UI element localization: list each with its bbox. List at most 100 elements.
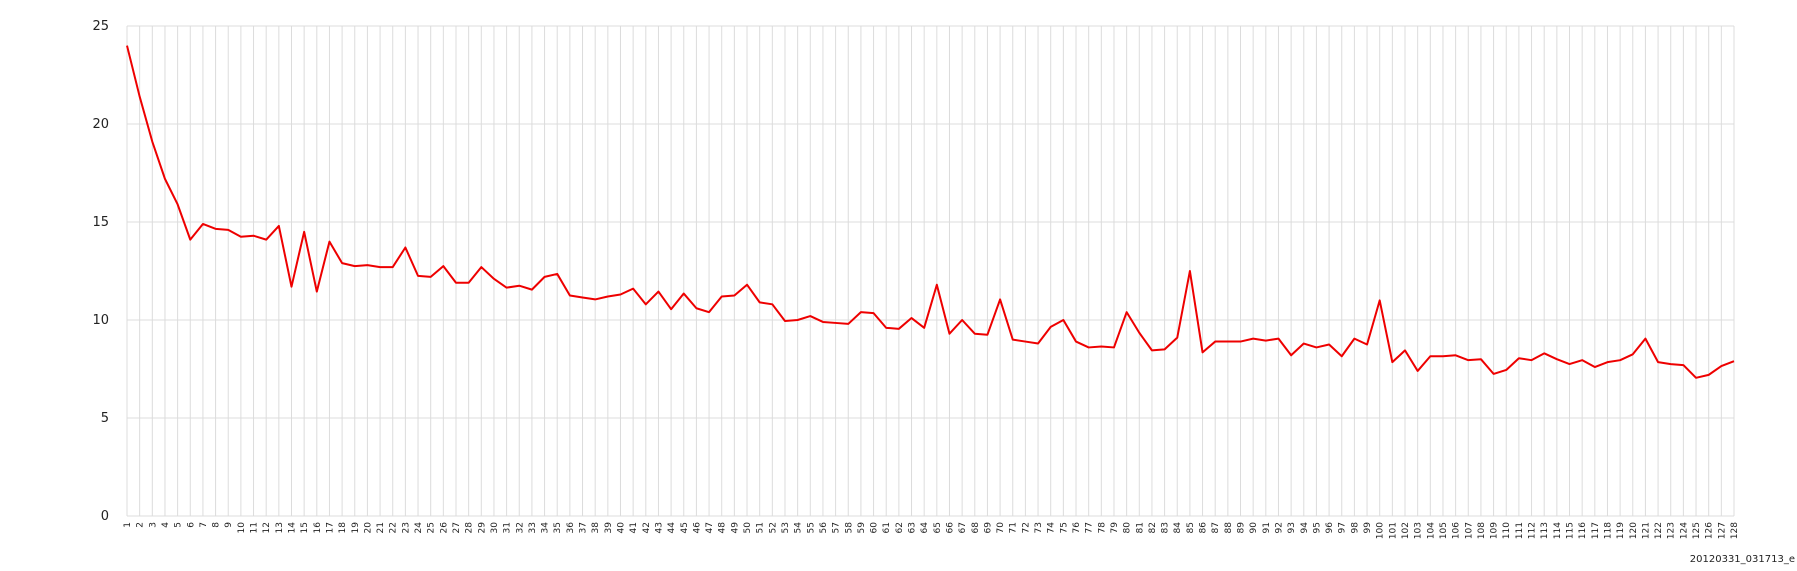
x-tick-label: 54 bbox=[794, 522, 804, 534]
x-tick-label: 110 bbox=[1502, 522, 1512, 539]
x-tick-label: 68 bbox=[971, 522, 981, 534]
x-tick-label: 12 bbox=[262, 522, 272, 533]
x-tick-label: 13 bbox=[275, 522, 285, 533]
x-tick-label: 38 bbox=[591, 522, 601, 534]
x-tick-label: 7 bbox=[199, 522, 209, 528]
x-tick-label: 82 bbox=[1148, 522, 1158, 533]
x-tick-label: 56 bbox=[819, 522, 829, 534]
footer: 20120331_031713_e bbox=[1690, 554, 1795, 565]
x-tick-label: 41 bbox=[629, 522, 639, 533]
x-tick-label: 101 bbox=[1388, 522, 1398, 539]
x-tick-label: 64 bbox=[920, 522, 930, 534]
x-tick-label: 76 bbox=[1072, 522, 1082, 534]
x-tick-label: 102 bbox=[1401, 522, 1411, 539]
x-tick-label: 123 bbox=[1667, 522, 1677, 539]
x-tick-label: 115 bbox=[1566, 522, 1576, 539]
x-tick-label: 5 bbox=[174, 522, 184, 528]
x-tick-label: 103 bbox=[1414, 522, 1424, 539]
x-tick-label: 122 bbox=[1654, 522, 1664, 539]
x-tick-label: 72 bbox=[1021, 522, 1031, 533]
x-tick-label: 106 bbox=[1452, 522, 1462, 539]
x-tick-label: 31 bbox=[503, 522, 513, 533]
x-tick-label: 61 bbox=[882, 522, 892, 533]
x-tick-label: 55 bbox=[806, 522, 816, 533]
x-tick-label: 111 bbox=[1515, 522, 1525, 539]
x-tick-label: 39 bbox=[604, 522, 614, 534]
x-tick-label: 26 bbox=[439, 522, 449, 534]
x-tick-label: 33 bbox=[528, 522, 538, 533]
x-tick-label: 23 bbox=[401, 522, 411, 533]
x-tick-label: 52 bbox=[768, 522, 778, 533]
x-tick-label: 57 bbox=[832, 522, 842, 533]
x-tick-label: 107 bbox=[1464, 522, 1474, 539]
x-tick-label: 44 bbox=[667, 522, 677, 534]
x-tick-label: 90 bbox=[1249, 522, 1259, 534]
x-tick-label: 105 bbox=[1439, 522, 1449, 539]
x-tick-label: 91 bbox=[1262, 522, 1272, 533]
x-tick-label: 74 bbox=[1047, 522, 1057, 534]
x-tick-label: 59 bbox=[857, 522, 867, 534]
x-tick-label: 89 bbox=[1237, 522, 1247, 534]
x-tick-label: 73 bbox=[1034, 522, 1044, 533]
x-tick-label: 92 bbox=[1274, 522, 1284, 533]
x-tick-label: 120 bbox=[1629, 522, 1639, 539]
x-tick-label: 17 bbox=[325, 522, 335, 533]
x-tick-label: 66 bbox=[945, 522, 955, 534]
x-tick-label: 1 bbox=[123, 522, 133, 528]
x-tick-label: 22 bbox=[389, 522, 399, 533]
x-tick-label: 34 bbox=[541, 522, 551, 534]
x-tick-label: 19 bbox=[351, 522, 361, 534]
x-tick-label: 75 bbox=[1059, 522, 1069, 533]
y-tick-label: 0 bbox=[101, 509, 109, 524]
x-tick-label: 46 bbox=[692, 522, 702, 534]
y-tick-label: 15 bbox=[92, 215, 109, 230]
x-tick-label: 9 bbox=[224, 522, 234, 528]
x-tick-label: 53 bbox=[781, 522, 791, 533]
x-tick-label: 104 bbox=[1426, 522, 1436, 539]
x-tick-label: 27 bbox=[452, 522, 462, 533]
x-tick-label: 94 bbox=[1300, 522, 1310, 534]
x-tick-label: 126 bbox=[1705, 522, 1715, 539]
x-tick-label: 93 bbox=[1287, 522, 1297, 533]
x-tick-label: 48 bbox=[718, 522, 728, 534]
x-tick-label: 25 bbox=[427, 522, 437, 533]
x-tick-label: 30 bbox=[490, 522, 500, 534]
x-tick-label: 62 bbox=[895, 522, 905, 533]
x-tick-label: 84 bbox=[1173, 522, 1183, 534]
x-tick-label: 95 bbox=[1312, 522, 1322, 533]
x-tick-label: 119 bbox=[1616, 522, 1626, 539]
x-tick-label: 36 bbox=[566, 522, 576, 534]
x-tick-label: 63 bbox=[908, 522, 918, 533]
x-tick-label: 97 bbox=[1338, 522, 1348, 533]
x-tick-label: 85 bbox=[1186, 522, 1196, 533]
x-tick-label: 99 bbox=[1363, 522, 1373, 534]
x-tick-label: 108 bbox=[1477, 522, 1487, 539]
x-tick-label: 88 bbox=[1224, 522, 1234, 534]
x-tick-label: 67 bbox=[958, 522, 968, 533]
x-tick-label: 109 bbox=[1490, 522, 1500, 539]
x-tick-label: 98 bbox=[1350, 522, 1360, 534]
x-tick-label: 86 bbox=[1199, 522, 1209, 534]
x-tick-label: 42 bbox=[642, 522, 652, 533]
x-tick-label: 77 bbox=[1085, 522, 1095, 533]
x-tick-label: 11 bbox=[250, 522, 260, 533]
y-tick-label: 10 bbox=[92, 313, 109, 328]
x-tick-label: 58 bbox=[844, 522, 854, 534]
x-tick-label: 8 bbox=[212, 522, 222, 528]
x-tick-label: 16 bbox=[313, 522, 323, 534]
x-tick-label: 83 bbox=[1161, 522, 1171, 533]
x-tick-label: 81 bbox=[1135, 522, 1145, 533]
x-tick-label: 32 bbox=[515, 522, 525, 533]
x-tick-label: 50 bbox=[743, 522, 753, 534]
x-tick-label: 15 bbox=[300, 522, 310, 533]
y-tick-label: 20 bbox=[92, 117, 109, 132]
x-tick-label: 43 bbox=[654, 522, 664, 533]
x-tick-label: 21 bbox=[376, 522, 386, 533]
x-tick-label: 79 bbox=[1110, 522, 1120, 534]
x-tick-label: 87 bbox=[1211, 522, 1221, 533]
x-tick-label: 18 bbox=[338, 522, 348, 534]
x-tick-label: 112 bbox=[1528, 522, 1538, 539]
x-tick-label: 29 bbox=[477, 522, 487, 534]
x-tick-label: 96 bbox=[1325, 522, 1335, 534]
